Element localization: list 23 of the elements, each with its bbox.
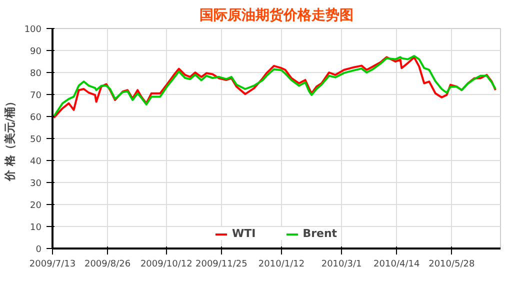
y-tick-label: 80 xyxy=(30,69,42,79)
x-tick-label: 2009/7/13 xyxy=(29,260,76,270)
y-tick-label: 50 xyxy=(30,135,42,145)
y-tick-label: 70 xyxy=(30,91,42,101)
x-tick-label: 2009/10/12 xyxy=(140,260,192,270)
y-axis-title: 价 格（美元/桶） xyxy=(3,96,16,182)
y-tick-label: 30 xyxy=(30,179,42,189)
y-tick-label: 20 xyxy=(30,201,42,211)
x-tick-label: 2010/5/28 xyxy=(428,260,476,270)
y-tick-label: 100 xyxy=(24,25,42,35)
chart-title: 国际原油期货价格走势图 xyxy=(200,8,354,24)
x-tick-label: 2010/4/14 xyxy=(374,260,420,270)
y-tick-label: 90 xyxy=(30,47,42,57)
legend-label: Brent xyxy=(302,227,338,240)
x-tick-label: 2010/3/1 xyxy=(321,260,362,270)
y-tick-label: 10 xyxy=(30,223,42,233)
y-tick-label: 40 xyxy=(30,157,42,167)
y-tick-label: 0 xyxy=(36,245,42,255)
y-tick-label: 60 xyxy=(30,113,42,123)
x-tick-label: 2009/8/26 xyxy=(84,260,131,270)
x-tick-label: 2010/1/12 xyxy=(258,260,305,270)
x-tick-label: 2009/11/25 xyxy=(196,260,248,270)
legend-label: WTI xyxy=(232,227,256,240)
